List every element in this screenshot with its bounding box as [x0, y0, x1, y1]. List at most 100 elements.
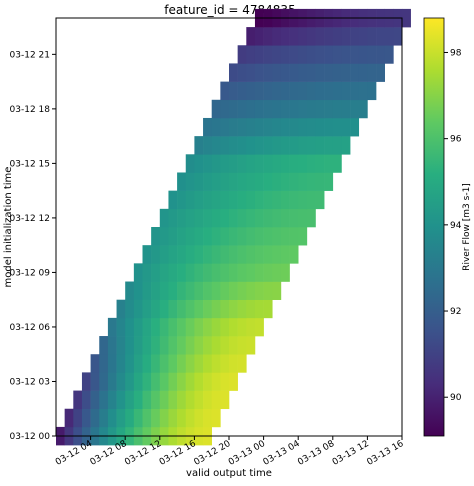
heatmap-cell — [341, 45, 351, 64]
heatmap-cell — [246, 136, 256, 155]
heatmap-cell — [177, 372, 187, 391]
heatmap-cell — [237, 136, 247, 155]
heatmap-cell — [133, 372, 143, 391]
heatmap-cell — [263, 299, 273, 319]
heatmap-cell — [263, 117, 273, 137]
heatmap-cell — [133, 281, 143, 300]
heatmap-cell — [142, 245, 152, 264]
heatmap-cell — [306, 45, 316, 64]
heatmap-cell — [177, 208, 187, 228]
heatmap-cell — [306, 208, 316, 228]
heatmap-cell — [298, 190, 308, 210]
heatmap-cell — [185, 263, 195, 282]
heatmap-cell — [211, 99, 221, 119]
heatmap-cell — [159, 317, 169, 337]
heatmap-cell — [332, 45, 342, 64]
heatmap-cell — [246, 172, 256, 191]
heatmap-cell — [125, 372, 135, 391]
heatmap-cell — [237, 299, 247, 319]
heatmap-cell — [289, 63, 299, 82]
heatmap-cell — [107, 390, 117, 410]
heatmap-cell — [185, 281, 195, 300]
heatmap-cell — [315, 172, 325, 191]
heatmap-cell — [203, 154, 212, 173]
heatmap-cell — [211, 354, 221, 373]
heatmap-cell — [125, 299, 135, 319]
heatmap-cell — [220, 317, 230, 337]
heatmap-cell — [315, 136, 325, 155]
heatmap-cell — [203, 136, 212, 155]
heatmap-cell — [263, 27, 273, 46]
heatmap-cell — [73, 408, 83, 428]
heatmap-cell — [280, 208, 290, 228]
heatmap-cell — [220, 336, 230, 355]
heatmap-cell — [324, 172, 334, 191]
heatmap-cell — [350, 27, 360, 46]
heatmap-cell — [298, 117, 308, 137]
heatmap-cell — [237, 317, 247, 337]
heatmap-cell — [332, 27, 342, 46]
heatmap-cell — [254, 281, 264, 300]
heatmap-cell — [332, 117, 342, 137]
colorbar-tick-label: 90 — [450, 393, 462, 403]
heatmap-cell — [263, 208, 273, 228]
heatmap-cell — [203, 299, 212, 319]
heatmap-cell — [203, 227, 212, 246]
heatmap-cell — [263, 227, 273, 246]
heatmap-cell — [107, 354, 117, 373]
heatmap-cell — [237, 81, 247, 101]
heatmap-cell — [151, 354, 161, 373]
heatmap-cell — [324, 99, 334, 119]
heatmap-cell — [220, 117, 230, 137]
heatmap-cell — [185, 299, 195, 319]
heatmap-cell — [237, 336, 247, 355]
heatmap-cell — [237, 172, 247, 191]
heatmap-cell — [211, 117, 221, 137]
heatmap-cell — [358, 81, 368, 101]
heatmap-cell — [376, 63, 385, 82]
heatmap-cell — [151, 299, 161, 319]
heatmap-cell — [203, 372, 212, 391]
heatmap-cell — [376, 45, 385, 64]
heatmap-cell — [194, 354, 204, 373]
heatmap-cell — [142, 336, 152, 355]
heatmap-cell — [298, 99, 308, 119]
heatmap-cell — [90, 354, 100, 373]
heatmap-cell — [151, 281, 161, 300]
heatmap-cell — [306, 63, 316, 82]
heatmap-cells — [56, 8, 411, 446]
heatmap-cell — [289, 208, 299, 228]
heatmap-cell — [289, 136, 299, 155]
heatmap-cell — [203, 172, 212, 191]
heatmap-cell — [185, 154, 195, 173]
heatmap-cell — [107, 336, 117, 355]
heatmap-cell — [376, 27, 385, 46]
heatmap-cell — [263, 245, 273, 264]
heatmap-cell — [341, 27, 351, 46]
heatmap-cell — [159, 408, 169, 428]
heatmap-cell — [151, 227, 161, 246]
heatmap-cell — [203, 317, 212, 337]
heatmap-cell — [341, 99, 351, 119]
heatmap-cell — [203, 263, 212, 282]
heatmap-cell — [203, 390, 212, 410]
heatmap-cell — [211, 336, 221, 355]
heatmap-cell — [159, 336, 169, 355]
heatmap-cell — [229, 117, 238, 137]
heatmap-cell — [194, 227, 204, 246]
heatmap-cell — [220, 81, 230, 101]
heatmap-cell — [229, 154, 238, 173]
heatmap-cell — [229, 354, 238, 373]
heatmap-cell — [90, 372, 100, 391]
heatmap-cell — [185, 354, 195, 373]
heatmap-cell — [298, 154, 308, 173]
heatmap-cell — [142, 263, 152, 282]
heatmap-cell — [177, 263, 187, 282]
heatmap-cell — [306, 136, 316, 155]
heatmap-cell — [289, 27, 299, 46]
colorbar — [423, 17, 445, 437]
heatmap-cell — [177, 354, 187, 373]
heatmap-cell — [133, 408, 143, 428]
heatmap-cell — [203, 190, 212, 210]
heatmap-cell — [151, 372, 161, 391]
